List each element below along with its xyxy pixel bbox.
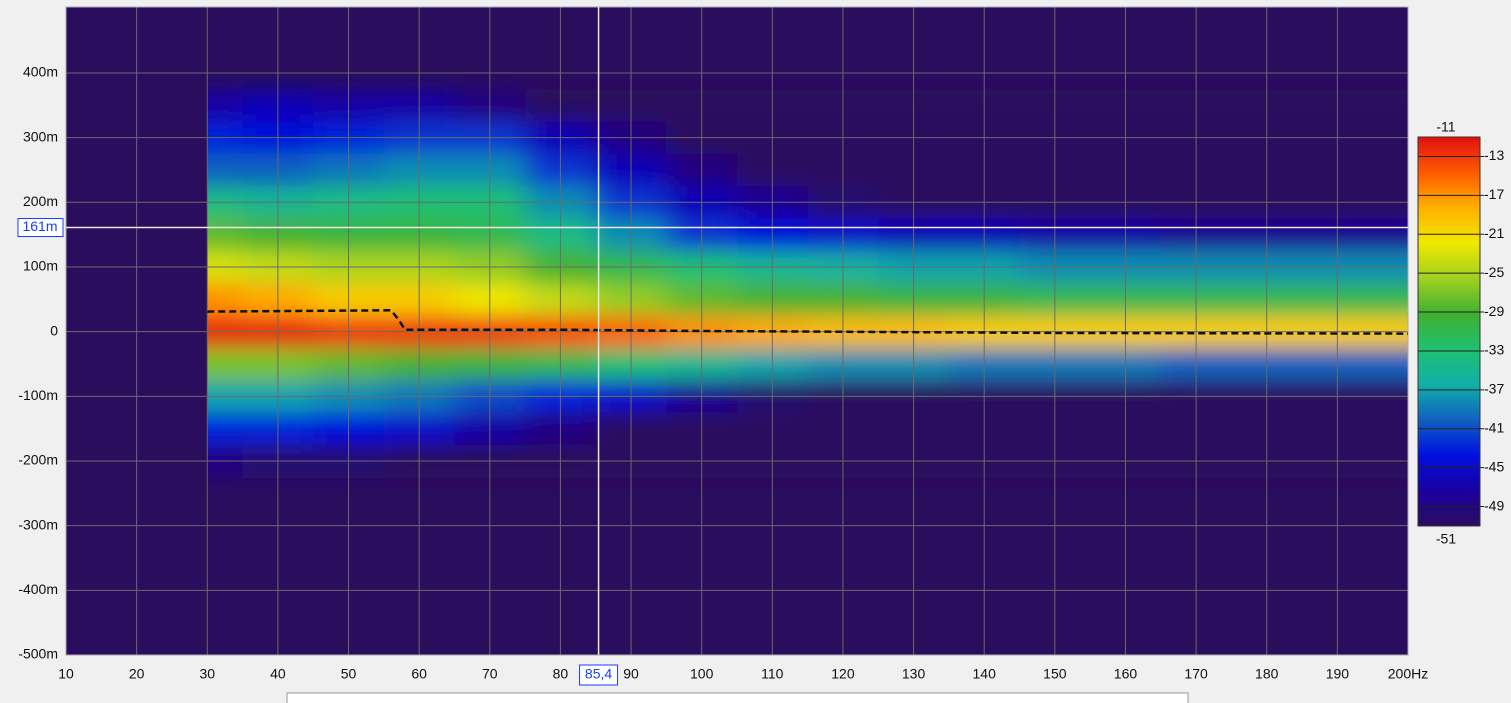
colorbar-min-label: -51 [1436, 531, 1456, 547]
x-tick-label: 40 [270, 666, 286, 682]
y-tick-label: 400m [23, 64, 58, 80]
y-tick-label: -400m [18, 581, 58, 597]
plot-frame [65, 6, 1409, 656]
heatmap-cell [878, 283, 950, 317]
colorbar-tick-label: -41 [1484, 419, 1504, 435]
heatmap-cell [207, 218, 244, 252]
colorbar [1417, 136, 1481, 527]
colorbar-tick-label: -21 [1484, 225, 1504, 241]
heatmap-cell [878, 218, 950, 252]
x-tick-label: 20 [129, 666, 145, 682]
colorbar-tick-label: -17 [1484, 186, 1504, 202]
x-tick-label: 30 [199, 666, 215, 682]
heatmap-cell [207, 347, 244, 382]
heatmap-cell [878, 153, 950, 188]
heatmap-cell [1372, 283, 1408, 317]
heatmap-cell [1372, 347, 1408, 382]
x-tick-label: 200Hz [1388, 666, 1428, 682]
heatmap-cell [1372, 153, 1408, 188]
x-tick-label: 180 [1255, 666, 1279, 682]
heatmap-cell [454, 89, 527, 123]
heatmap-cell [207, 153, 244, 188]
heatmap-cell [454, 283, 527, 317]
x-tick-label: 80 [553, 666, 569, 682]
colorbar-max-label: -11 [1436, 119, 1455, 135]
colorbar-tick-label: -25 [1484, 264, 1504, 280]
cursor-y-label: 161m [22, 218, 57, 234]
cursor-x-box [579, 664, 619, 686]
heatmap [207, 89, 1408, 479]
y-tick-label: -100m [18, 387, 58, 403]
peak-line [207, 309, 1409, 335]
y-tick-label: -500m [18, 646, 58, 662]
x-tick-label: 140 [973, 666, 997, 682]
x-tick-label: 120 [831, 666, 855, 682]
heatmap-cell [207, 89, 244, 123]
heatmap-cell [878, 89, 950, 123]
y-tick-label: 100m [23, 258, 58, 274]
heatmap-cell [1372, 218, 1408, 252]
y-tick-label: 300m [23, 128, 58, 144]
heatmap-cell [878, 347, 950, 382]
x-tick-label: 160 [1114, 666, 1138, 682]
colorbar-tick-label: -13 [1484, 147, 1504, 163]
x-tick-label: 150 [1043, 666, 1067, 682]
x-tick-label: 100 [690, 666, 714, 682]
y-tick-label: -200m [18, 452, 58, 468]
x-tick-label: 10 [58, 666, 74, 682]
x-tick-label: 130 [902, 666, 926, 682]
colorbar-tick-label: -33 [1484, 342, 1504, 358]
heatmap-cell [1372, 412, 1408, 446]
heatmap-cell [1372, 89, 1408, 123]
x-tick-label: 190 [1326, 666, 1350, 682]
x-tick-label: 70 [482, 666, 498, 682]
heatmap-cell [454, 412, 527, 446]
colorbar-tick-label: -45 [1484, 458, 1504, 474]
x-tick-label: 110 [761, 666, 784, 682]
x-tick-label: 170 [1184, 666, 1208, 682]
x-tick-label: 60 [411, 666, 427, 682]
heatmap-cell [454, 218, 527, 252]
heatmap-cell [454, 347, 527, 382]
cursor-x-label: 85,4 [585, 666, 612, 682]
bottom-panel [286, 692, 1189, 703]
heatmap-cell [454, 153, 527, 188]
y-tick-label: -300m [18, 516, 58, 532]
x-tick-label: 50 [341, 666, 357, 682]
y-tick-label: 0 [50, 322, 58, 338]
colorbar-tick-label: -49 [1484, 497, 1504, 513]
heatmap-cells [207, 89, 1408, 479]
heatmap-cell [207, 412, 244, 446]
cursor-y-box [17, 218, 64, 238]
x-tick-label: 90 [623, 666, 639, 682]
heatmap-cell [878, 412, 950, 446]
y-tick-label: 200m [23, 193, 58, 209]
colorbar-tick-label: -37 [1484, 381, 1504, 397]
colorbar-tick-label: -29 [1484, 303, 1504, 319]
